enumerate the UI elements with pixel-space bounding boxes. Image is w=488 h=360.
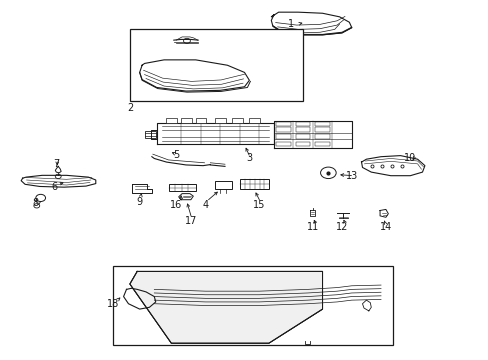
Text: 8: 8 (33, 198, 39, 208)
Text: 9: 9 (136, 197, 142, 207)
Bar (130, 30, 303, 101)
Bar (295, 127, 310, 132)
Bar (166, 118, 177, 123)
Bar (181, 118, 191, 123)
Text: 17: 17 (184, 216, 197, 226)
Bar (232, 118, 243, 123)
Bar (315, 122, 329, 126)
Text: 18: 18 (106, 299, 119, 309)
Text: 16: 16 (170, 200, 182, 210)
Text: 7: 7 (54, 159, 60, 169)
Bar (295, 134, 310, 139)
Bar (295, 122, 310, 126)
Bar (276, 134, 290, 139)
Text: 6: 6 (51, 182, 57, 192)
Bar (215, 181, 232, 189)
Text: 1: 1 (287, 19, 293, 29)
Text: 5: 5 (173, 150, 179, 160)
Text: 14: 14 (379, 222, 391, 231)
Text: 11: 11 (306, 222, 318, 231)
Bar (249, 118, 260, 123)
Text: 2: 2 (126, 103, 133, 113)
Text: 10: 10 (404, 153, 416, 163)
Bar (276, 141, 290, 146)
Text: 4: 4 (202, 200, 208, 210)
Bar (144, 131, 156, 138)
Bar (295, 141, 310, 146)
Bar (168, 184, 195, 192)
Bar (315, 127, 329, 132)
Bar (113, 266, 392, 345)
Bar (315, 134, 329, 139)
Text: 3: 3 (246, 153, 252, 163)
Text: 12: 12 (335, 222, 347, 231)
Bar (195, 118, 206, 123)
Text: 15: 15 (252, 200, 265, 210)
Bar (276, 122, 290, 126)
Polygon shape (130, 271, 322, 343)
Bar (215, 118, 225, 123)
Text: 13: 13 (345, 171, 357, 181)
Bar (276, 127, 290, 132)
Bar (239, 179, 268, 189)
Bar (315, 141, 329, 146)
